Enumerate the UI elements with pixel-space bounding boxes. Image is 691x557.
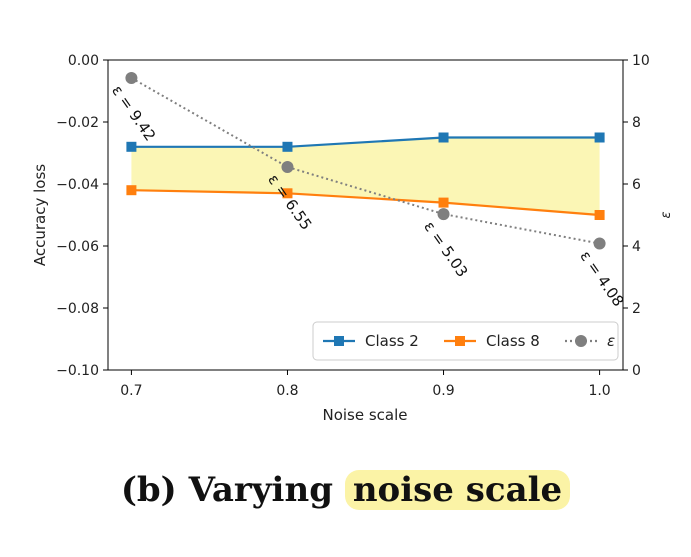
epsilon-annotation: ε = 4.08	[576, 247, 627, 309]
y-tick-label: −0.10	[56, 363, 99, 379]
figure-caption: (b) Varying noise scale	[0, 470, 691, 510]
series-2-point	[126, 185, 137, 196]
caption-highlight: noise scale	[344, 470, 571, 510]
series-1-point	[126, 141, 137, 152]
y-tick-label: −0.04	[56, 177, 99, 193]
chart: 0.00 −0.02 −0.04 −0.06 −0.08 −0.10 0 2 4 6 8 10 0.7 0…	[31, 53, 674, 424]
series-3-point	[125, 71, 138, 84]
legend-swatch-marker	[455, 336, 465, 346]
x-tick-label: 1.0	[588, 383, 610, 399]
series-line-3	[130, 77, 600, 245]
legend-swatch-marker	[334, 336, 344, 346]
x-axis-label: Noise scale	[322, 406, 407, 424]
series-1-point	[594, 132, 605, 143]
legend-swatch-marker	[575, 335, 587, 347]
series-2-point	[282, 188, 293, 199]
series-3-point	[593, 237, 606, 250]
caption-prefix: (b) Varying	[120, 470, 345, 510]
y-tick-label: 0.00	[68, 53, 99, 69]
legend-label: ε	[607, 332, 615, 350]
fill-between-area	[131, 137, 600, 215]
y-axis-label: Accuracy loss	[31, 164, 49, 266]
series-1-point	[282, 141, 293, 152]
y-tick-label: −0.02	[56, 115, 99, 131]
y2-tick-label: 10	[632, 53, 650, 69]
y2-tick-label: 8	[632, 115, 641, 131]
epsilon-annotation: ε = 9.42	[108, 82, 159, 144]
x-tick-label: 0.8	[276, 383, 298, 399]
legend-label: Class 2	[365, 332, 419, 350]
series-line-2	[131, 189, 600, 217]
y2-axis-label: ε	[659, 211, 674, 218]
plot-frame	[107, 59, 624, 371]
epsilon-annotation: ε = 5.03	[420, 218, 471, 280]
y2-tick-label: 2	[632, 301, 641, 317]
y2-tick-label: 6	[632, 177, 641, 193]
legend-label: Class 8	[486, 332, 540, 350]
series-3-point	[437, 208, 450, 221]
y2-tick-label: 0	[632, 363, 641, 379]
series-2-point	[438, 197, 449, 208]
x-tick-label: 0.9	[432, 383, 454, 399]
y-tick-label: −0.08	[56, 301, 99, 317]
x-tick-label: 0.7	[120, 383, 142, 399]
series-line-1	[131, 136, 600, 148]
y2-tick-label: 4	[632, 239, 641, 255]
y-tick-label: −0.06	[56, 239, 99, 255]
series-3-point	[281, 160, 294, 173]
series-2-point	[594, 210, 605, 220]
series-1-point	[438, 132, 449, 143]
